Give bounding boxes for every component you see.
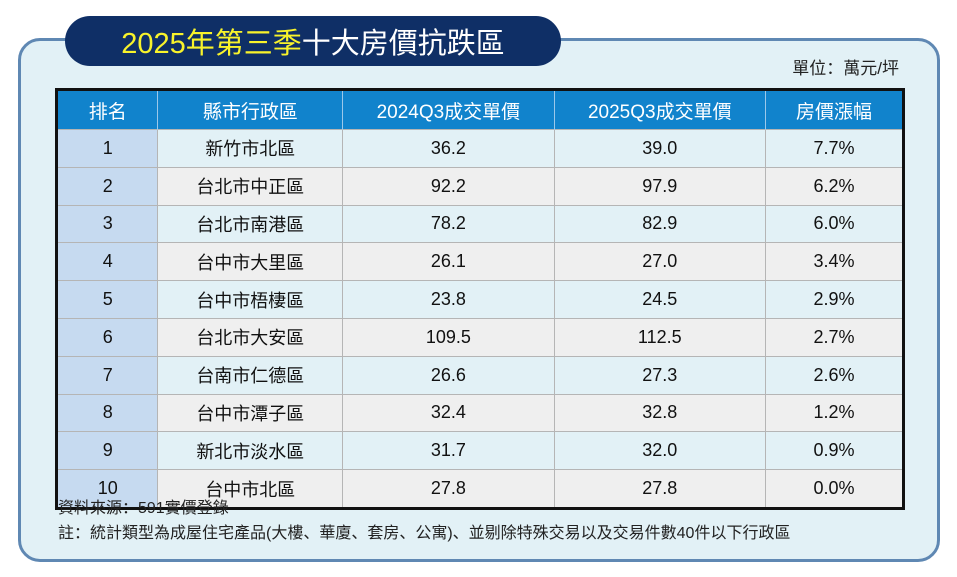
rank-cell: 2: [55, 166, 159, 206]
price-2024-cell: 23.8: [342, 280, 555, 319]
table-row: 5 台中市梧棲區 23.8 24.5 2.9%: [55, 280, 905, 319]
district-cell: 台中市潭子區: [157, 393, 344, 433]
column-header: 縣市行政區: [157, 89, 343, 130]
rank-cell: 9: [55, 431, 159, 471]
price-2024-cell: 92.2: [342, 166, 555, 206]
column-header: 房價漲幅: [764, 89, 904, 130]
price-2024-cell: 27.8: [342, 469, 555, 509]
column-header: 排名: [55, 89, 158, 130]
price-2024-cell: 26.1: [342, 242, 555, 282]
price-2025-cell: 24.5: [553, 280, 766, 319]
price-2024-cell: 31.7: [342, 431, 555, 471]
table-row: 7 台南市仁德區 26.6 27.3 2.6%: [55, 355, 905, 395]
price-2025-cell: 27.8: [553, 469, 766, 509]
table-row: 2 台北市中正區 92.2 97.9 6.2%: [55, 166, 905, 206]
title-rest: 十大房價抗跌區: [301, 28, 505, 60]
page-title: 2025年第三季 十大房價抗跌區: [65, 16, 561, 66]
change-cell: 1.2%: [764, 393, 905, 433]
title-highlight: 2025年第三季: [121, 28, 302, 60]
district-cell: 台中市梧棲區: [157, 280, 344, 319]
district-cell: 台北市南港區: [157, 204, 344, 244]
table-row: 1 新竹市北區 36.2 39.0 7.7%: [55, 129, 905, 168]
change-cell: 7.7%: [764, 129, 905, 168]
price-2025-cell: 32.0: [553, 431, 766, 471]
rank-cell: 10: [55, 469, 159, 509]
change-cell: 0.0%: [764, 469, 905, 509]
table-row: 10 台中市北區 27.8 27.8 0.0%: [55, 469, 905, 509]
price-2024-cell: 109.5: [342, 317, 555, 357]
change-cell: 0.9%: [764, 431, 905, 471]
change-cell: 6.0%: [764, 204, 905, 244]
change-cell: 2.7%: [764, 317, 905, 357]
rank-cell: 4: [55, 242, 159, 282]
district-cell: 台北市中正區: [157, 166, 344, 206]
change-cell: 6.2%: [764, 166, 905, 206]
price-2024-cell: 78.2: [342, 204, 555, 244]
column-header: 2025Q3成交單價: [553, 89, 766, 130]
district-cell: 台中市北區: [157, 469, 344, 509]
change-cell: 2.6%: [764, 355, 905, 395]
rank-cell: 3: [55, 204, 159, 244]
table-row: 8 台中市潭子區 32.4 32.8 1.2%: [55, 393, 905, 433]
change-cell: 3.4%: [764, 242, 905, 282]
rank-cell: 7: [55, 355, 159, 395]
district-cell: 台中市大里區: [157, 242, 344, 282]
rank-cell: 5: [55, 280, 159, 319]
district-cell: 新竹市北區: [157, 129, 344, 168]
price-2025-cell: 27.0: [553, 242, 766, 282]
price-2025-cell: 112.5: [553, 317, 766, 357]
price-table: 排名 縣市行政區 2024Q3成交單價 2025Q3成交單價 房價漲幅 1 新竹市北區 36…: [55, 88, 905, 510]
footnote: 註：統計類型為成屋住宅產品(大樓、華廈、套房、公寓)、並剔除特殊交易以及交易件數…: [58, 525, 791, 542]
table-row: 6 台北市大安區 109.5 112.5 2.7%: [55, 317, 905, 357]
table-header-row: 排名 縣市行政區 2024Q3成交單價 2025Q3成交單價 房價漲幅: [55, 89, 904, 130]
price-2024-cell: 32.4: [342, 393, 555, 433]
price-2025-cell: 32.8: [553, 393, 766, 433]
price-2025-cell: 39.0: [553, 129, 766, 168]
district-cell: 台北市大安區: [157, 317, 344, 357]
rank-cell: 8: [55, 393, 159, 433]
price-2025-cell: 82.9: [553, 204, 766, 244]
price-2025-cell: 97.9: [553, 166, 766, 206]
table-row: 4 台中市大里區 26.1 27.0 3.4%: [55, 242, 905, 282]
change-cell: 2.9%: [764, 280, 905, 319]
rank-cell: 6: [55, 317, 159, 357]
table-row: 9 新北市淡水區 31.7 32.0 0.9%: [55, 431, 905, 471]
price-2024-cell: 36.2: [342, 129, 555, 168]
district-cell: 台南市仁德區: [157, 355, 344, 395]
column-header: 2024Q3成交單價: [342, 89, 555, 130]
price-2024-cell: 26.6: [342, 355, 555, 395]
unit-label: 單位：萬元/坪: [792, 59, 899, 78]
rank-cell: 1: [55, 129, 159, 168]
source-note: 資料來源：591實價登錄: [58, 500, 229, 517]
district-cell: 新北市淡水區: [157, 431, 344, 471]
price-2025-cell: 27.3: [553, 355, 766, 395]
table-row: 3 台北市南港區 78.2 82.9 6.0%: [55, 204, 905, 244]
notes: 資料來源：591實價登錄 註：統計類型為成屋住宅產品(大樓、華廈、套房、公寓)、…: [58, 496, 790, 546]
